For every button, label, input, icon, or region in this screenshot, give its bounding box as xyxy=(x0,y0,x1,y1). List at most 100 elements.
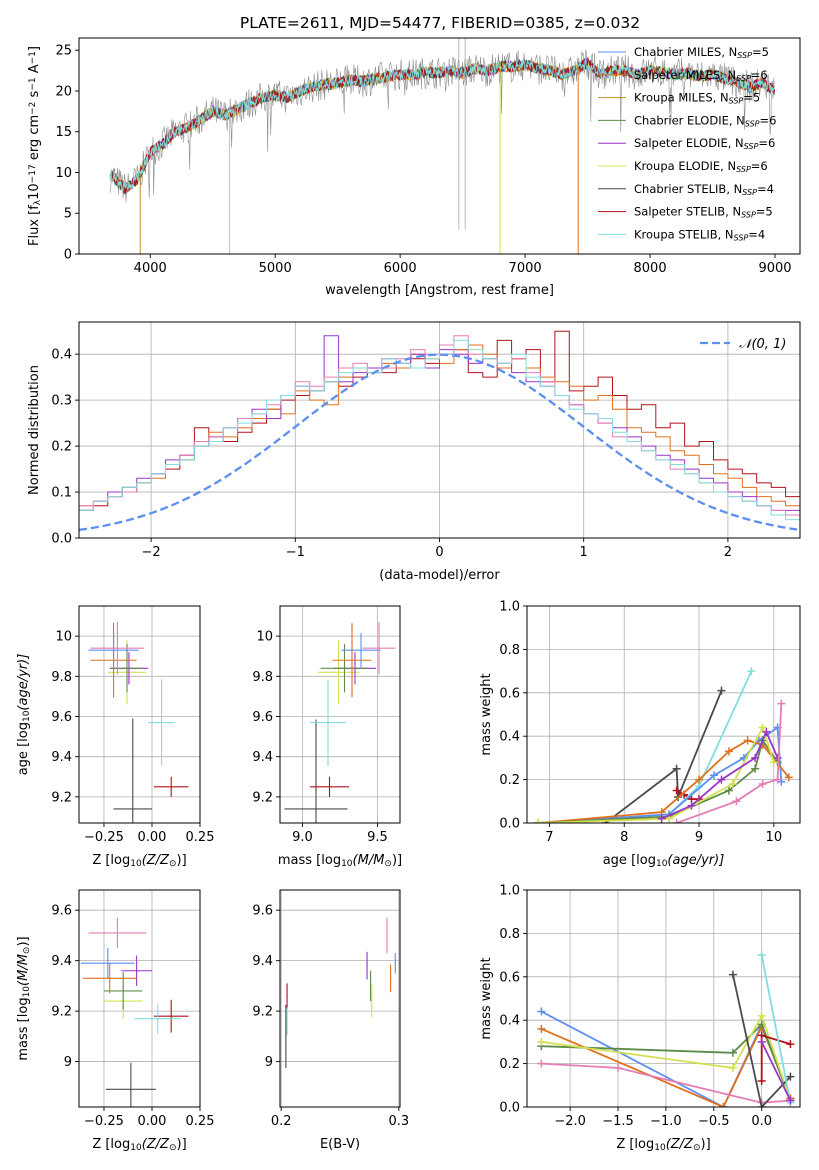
y-tick-label: 0.2 xyxy=(51,440,72,455)
mass-vs-metallicity-panel: −0.25 0.00 0.25 9 9.2 9.4 9.6 Z [log10(Z/Z⊙)] ma… xyxy=(16,889,214,1153)
y-axis-label: mass [log10(M/M⊙)] xyxy=(16,936,32,1060)
weight-marker xyxy=(672,764,681,773)
x-tick-label: −1 xyxy=(286,545,305,560)
weight-line xyxy=(538,725,775,823)
spectra-group xyxy=(109,38,775,254)
x-tick-label: 10 xyxy=(766,830,783,845)
legend-entry: Chabrier STELIB, NSSP=4 xyxy=(634,182,774,197)
x-axis-label: Z [log10(Z/Z⊙)] xyxy=(92,1137,186,1153)
x-tick-label: −1.0 xyxy=(650,1114,682,1129)
legend-entry: Kroupa ELODIE, NSSP=6 xyxy=(634,159,768,174)
histogram-step-line xyxy=(79,344,800,516)
histogram-step-line xyxy=(79,339,800,521)
weight-marker xyxy=(717,775,726,784)
weight-marker xyxy=(709,771,718,780)
weight-marker xyxy=(724,786,733,795)
x-tick-label: 0.00 xyxy=(138,830,167,845)
x-tick-label: −0.25 xyxy=(84,830,124,845)
x-tick-label: 0.25 xyxy=(186,830,215,845)
weight-marker xyxy=(773,753,782,762)
weight-marker xyxy=(717,686,726,695)
x-tick-label: 8 xyxy=(620,830,628,845)
x-tick-label: 0.2 xyxy=(271,1114,292,1129)
legend-entry: Kroupa STELIB, NSSP=4 xyxy=(634,227,765,242)
age-vs-metallicity-panel: −0.25 0.00 0.25 9.2 9.4 9.6 9.8 10 Z [log10(Z/Z⊙… xyxy=(16,605,215,869)
weight-marker xyxy=(537,1007,546,1016)
weight-marker xyxy=(672,819,681,823)
x-axis-label: Z [log10(Z/Z⊙)] xyxy=(92,853,186,869)
weight-marker xyxy=(537,1024,546,1033)
x-tick-label: 0.0 xyxy=(751,1114,772,1129)
legend-entry: Chabrier ELODIE, NSSP=6 xyxy=(634,113,776,128)
error-bars-group xyxy=(285,917,396,1068)
x-tick-label: 9 xyxy=(695,830,703,845)
x-tick-label: 8000 xyxy=(634,261,667,276)
weight-marker xyxy=(777,699,786,708)
weight-marker xyxy=(724,747,733,756)
weight-line xyxy=(538,738,779,823)
weight-marker xyxy=(728,779,737,788)
x-tick-label: −0.25 xyxy=(84,1114,124,1129)
weight-line xyxy=(760,1041,792,1101)
y-tick-label: 5 xyxy=(64,207,72,222)
x-tick-label: 4000 xyxy=(134,261,167,276)
axes-frame xyxy=(78,889,201,1108)
weight-lines-group xyxy=(534,667,793,823)
legend-entry: Salpeter ELODIE, NSSP=6 xyxy=(634,136,775,151)
y-tick-label: 25 xyxy=(55,44,72,59)
y-tick-label: 9.4 xyxy=(252,750,273,765)
y-tick-label: 9.6 xyxy=(252,904,273,919)
y-axis-label: mass weight xyxy=(479,957,494,1039)
y-tick-label: 9.6 xyxy=(51,710,72,725)
spectrum-title: PLATE=2611, MJD=54477, FIBERID=0385, z=0… xyxy=(240,14,640,32)
x-tick-label: −0.5 xyxy=(698,1114,730,1129)
x-tick-label: −2 xyxy=(142,545,161,560)
error-bars-group xyxy=(80,917,189,1107)
weight-marker xyxy=(747,667,756,676)
y-tick-label: 10 xyxy=(55,166,72,181)
weight-marker xyxy=(784,773,793,782)
weight-marker xyxy=(757,1037,766,1046)
x-tick-label: 9.5 xyxy=(367,830,388,845)
axes-frame xyxy=(78,321,801,539)
histograms-group xyxy=(79,330,800,532)
x-axis-label: mass [log10(M/M⊙)] xyxy=(278,853,402,869)
weight-line xyxy=(538,739,790,823)
y-tick-label: 0.2 xyxy=(499,773,520,788)
y-tick-label: 9.4 xyxy=(51,750,72,765)
y-tick-label: 0.8 xyxy=(499,927,520,942)
weight-marker xyxy=(773,775,782,784)
x-tick-label: 0.3 xyxy=(388,1114,409,1129)
weight-marker xyxy=(657,814,666,823)
y-tick-label: 9 xyxy=(64,1055,72,1070)
weight-marker xyxy=(751,753,760,762)
x-tick-label: 0 xyxy=(435,545,443,560)
weight-marker xyxy=(751,764,760,773)
y-tick-label: 0.4 xyxy=(51,348,72,363)
axes-frame xyxy=(78,37,801,255)
x-tick-label: −1.5 xyxy=(602,1114,634,1129)
weight-marker xyxy=(757,1011,766,1020)
weight-line xyxy=(760,954,792,1103)
axes-frame xyxy=(526,889,801,1108)
y-tick-label: 9.4 xyxy=(252,954,273,969)
histogram-step-line xyxy=(79,330,800,511)
weight-marker xyxy=(786,1096,795,1105)
legend-entry: 𝒩(0, 1) xyxy=(739,337,786,352)
age-vs-mass-panel: 9.0 9.5 9.2 9.4 9.6 9.8 10 mass [log10(M/M⊙)] xyxy=(252,605,402,869)
weight-line xyxy=(732,974,792,1107)
x-tick-label: 6000 xyxy=(384,261,417,276)
y-tick-label: 15 xyxy=(55,125,72,140)
x-tick-label: 9.0 xyxy=(292,830,313,845)
axes-frame xyxy=(279,605,401,824)
weight-marker xyxy=(786,1072,795,1081)
y-tick-label: 0.0 xyxy=(51,532,72,547)
y-tick-label: 0.4 xyxy=(499,730,520,745)
normal-curve xyxy=(79,353,798,532)
error-bars-group xyxy=(88,622,189,823)
weight-marker xyxy=(537,1037,546,1046)
axes-frame xyxy=(78,605,201,824)
histogram-step-line xyxy=(79,335,800,516)
y-tick-label: 9.2 xyxy=(51,790,72,805)
y-tick-label: 0 xyxy=(64,248,72,263)
